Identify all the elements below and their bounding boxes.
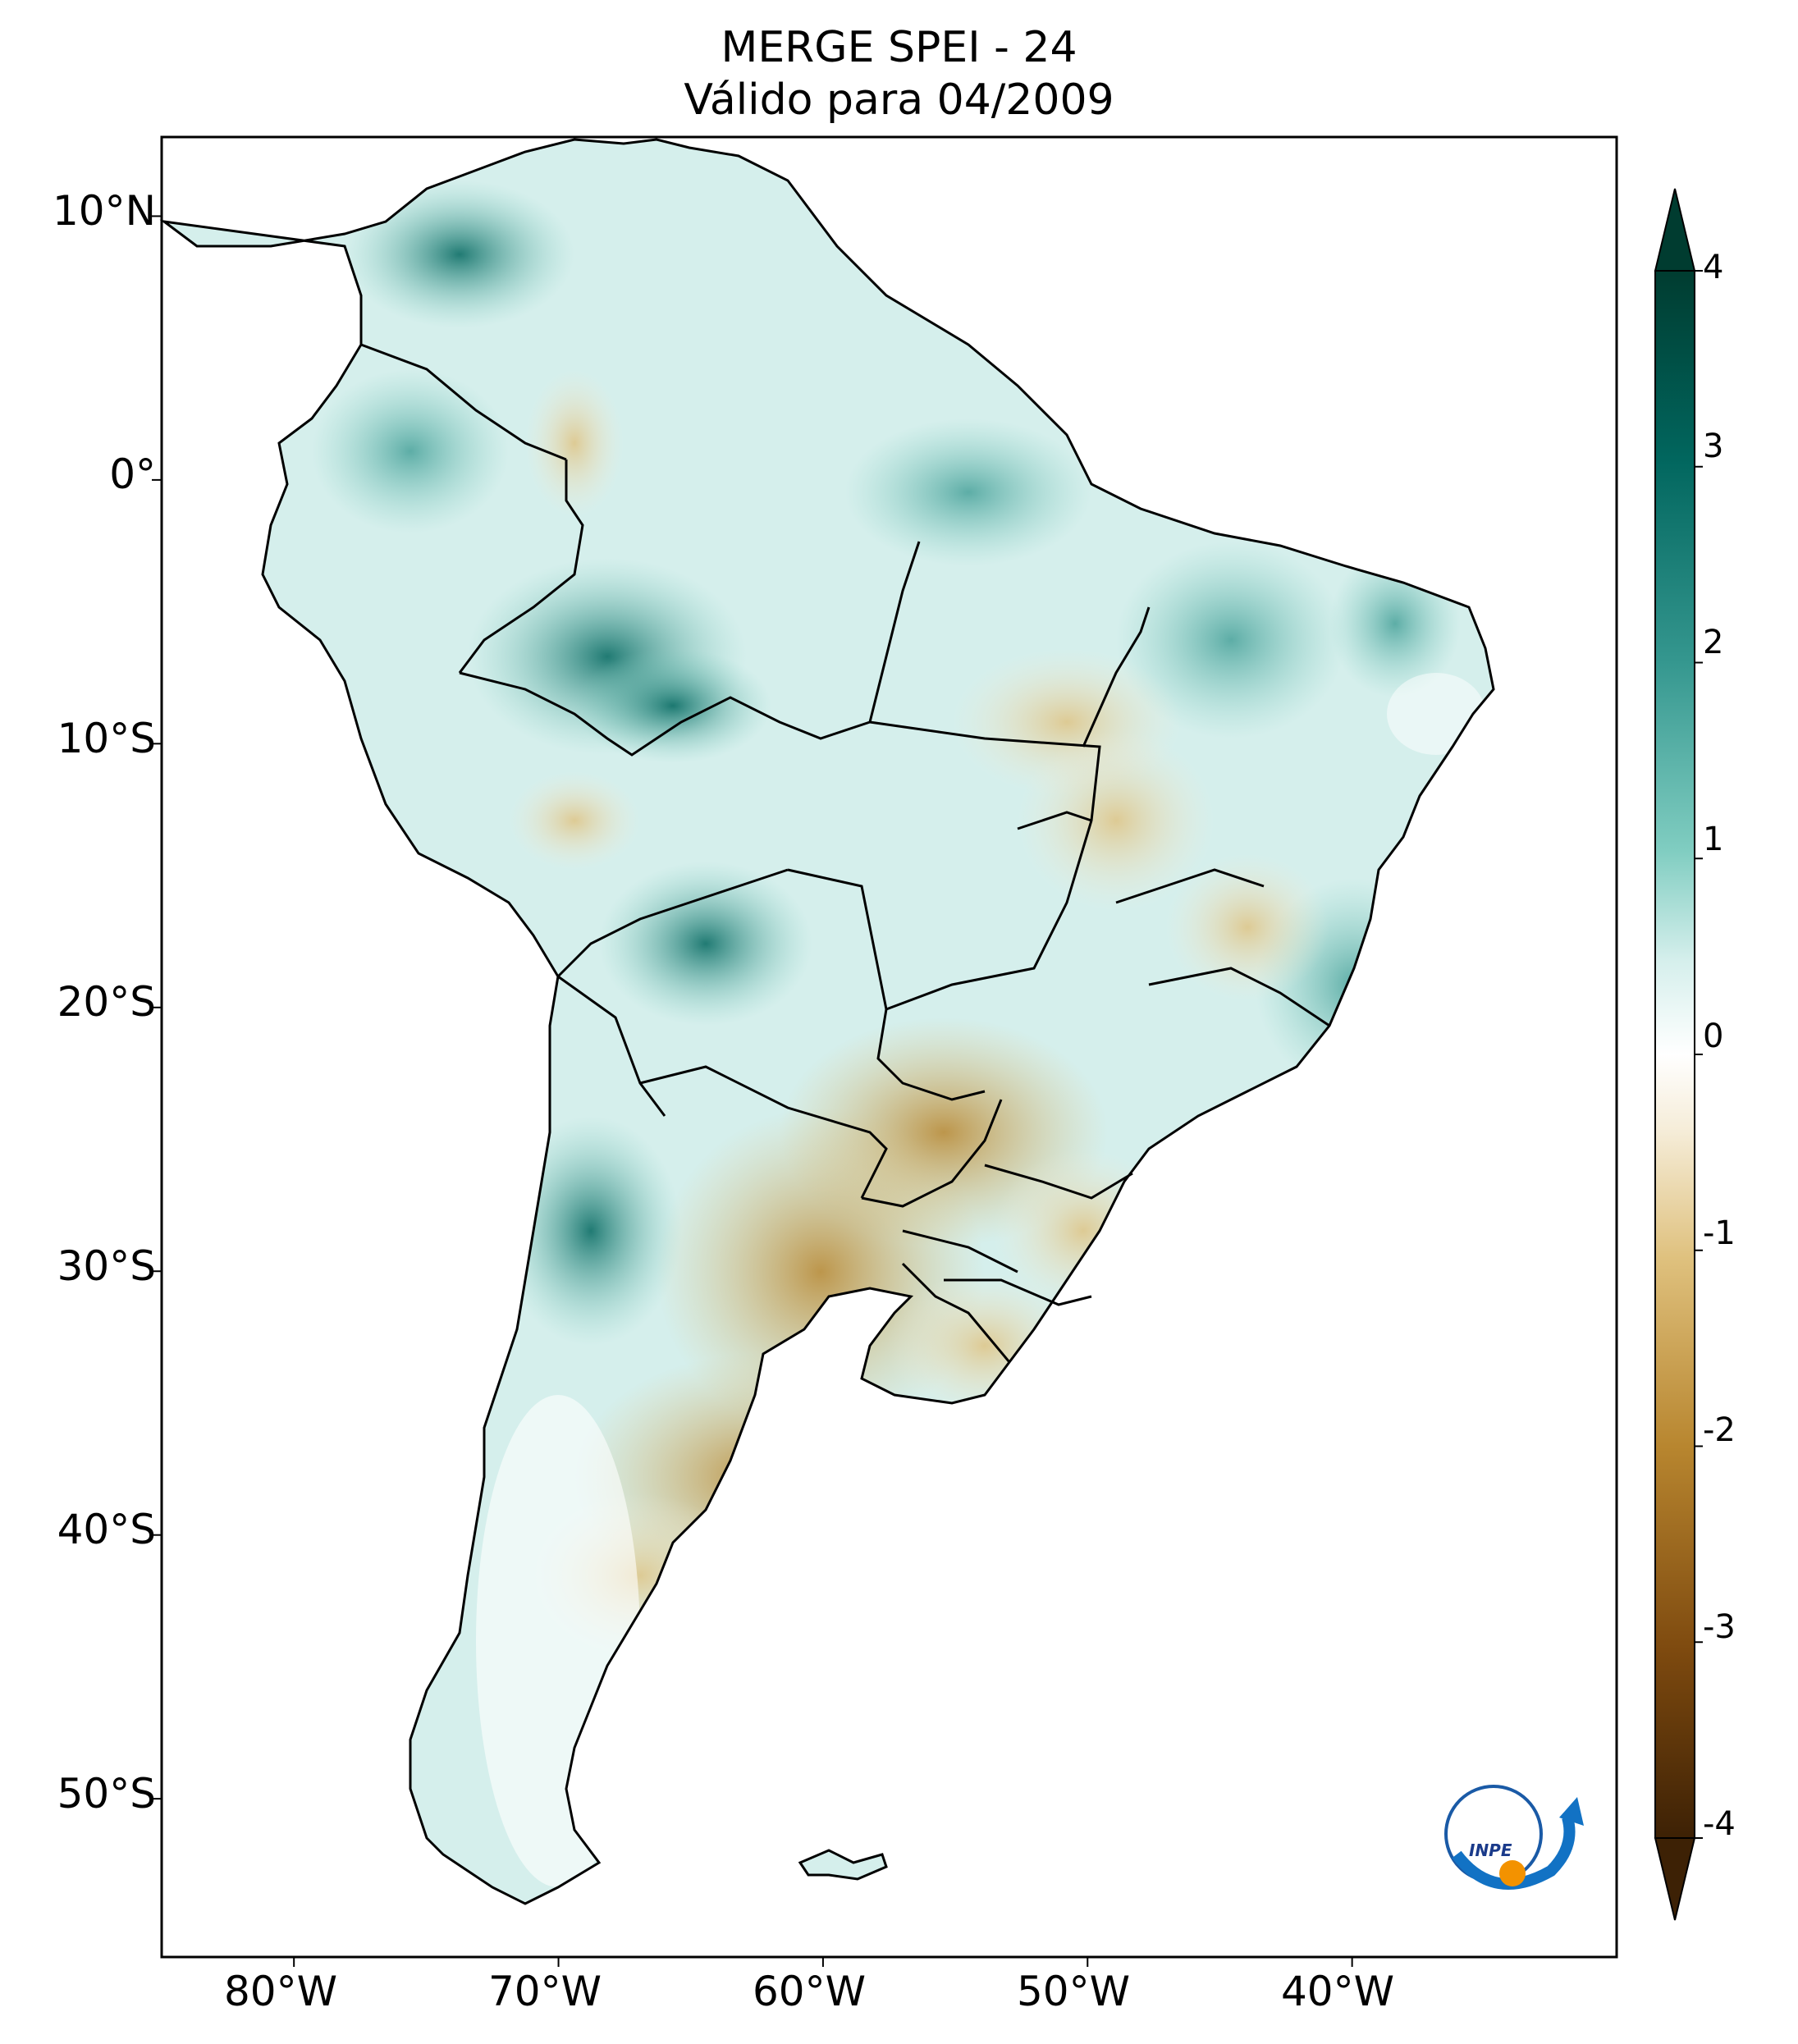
lat-label-50s: 50°S	[57, 1770, 156, 1818]
lat-label-40s: 40°S	[57, 1506, 156, 1553]
colorbar-tick: 2	[1703, 624, 1724, 661]
lon-label-60w: 60°W	[752, 1968, 867, 2015]
colorbar-tick: 3	[1703, 428, 1724, 465]
colorbar-tick: -4	[1703, 1805, 1736, 1843]
lon-label-80w: 80°W	[223, 1968, 338, 2015]
colorbar-tick: 4	[1703, 249, 1724, 286]
colorbar-tick: 1	[1703, 821, 1724, 858]
colorbar	[1654, 188, 1703, 1921]
lat-label-30s: 30°S	[57, 1242, 156, 1290]
colorbar-tick: -3	[1703, 1608, 1736, 1646]
map-title: MERGE SPEI - 24	[721, 23, 1077, 72]
inpe-logo-text: INPE	[1469, 1841, 1512, 1860]
lat-label-20s: 20°S	[57, 978, 156, 1026]
colorbar-tick: -1	[1703, 1214, 1736, 1252]
inpe-logo	[1444, 1785, 1584, 1890]
lon-label-70w: 70°W	[487, 1968, 602, 2015]
coastline-borders	[159, 138, 1495, 1905]
lat-label-10n: 10°N	[52, 187, 156, 235]
lon-label-40w: 40°W	[1280, 1968, 1395, 2015]
map-subtitle: Válido para 04/2009	[684, 75, 1114, 125]
colorbar-tick: 0	[1703, 1017, 1724, 1055]
lat-label-0: 0°	[109, 450, 156, 498]
lon-label-50w: 50°W	[1016, 1968, 1131, 2015]
falkland-islands	[798, 1849, 888, 1881]
colorbar-tick: -2	[1703, 1411, 1736, 1449]
lat-label-10s: 10°S	[57, 715, 156, 762]
